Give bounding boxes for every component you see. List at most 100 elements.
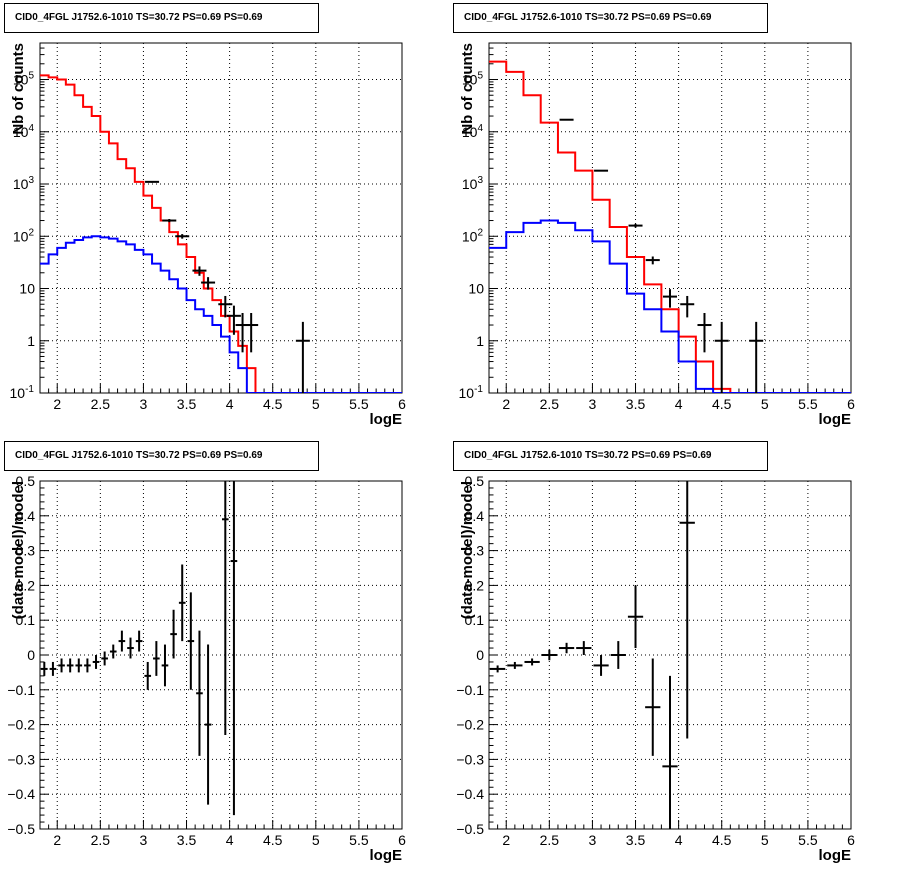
y-tick-label: 102 <box>462 227 484 244</box>
y-axis-label: (data-model)/model <box>10 481 27 619</box>
y-tick-label: 10 <box>468 281 484 297</box>
y-tick-label: 10 <box>19 281 35 297</box>
chart-title: CID0_4FGL J1752.6-1010 TS=30.72 PS=0.69 … <box>4 3 319 33</box>
panel-residual-left: CID0_4FGL J1752.6-1010 TS=30.72 PS=0.69 … <box>0 437 449 875</box>
residual-point <box>541 649 557 661</box>
y-tick-label: 0.1 <box>465 612 485 628</box>
residual-point <box>645 658 661 756</box>
data-point <box>201 277 216 290</box>
x-tick-label: 2 <box>502 832 510 848</box>
x-axis-label: logE <box>370 411 403 428</box>
x-tick-label: 4 <box>226 396 234 412</box>
data-layer <box>41 481 238 816</box>
model-histogram-line <box>40 235 402 393</box>
data-point <box>226 305 241 335</box>
y-tick-label: 104 <box>13 123 35 140</box>
x-tick-label: 4 <box>675 832 683 848</box>
data-point <box>192 266 207 276</box>
x-tick-label: 3.5 <box>626 396 646 412</box>
x-tick-label: 5 <box>312 832 320 848</box>
residual-point <box>222 481 229 736</box>
chart-title: CID0_4FGL J1752.6-1010 TS=30.72 PS=0.69 … <box>453 3 768 33</box>
x-tick-label: 2 <box>502 396 510 412</box>
grid <box>40 43 403 394</box>
x-tick-label: 6 <box>398 832 406 848</box>
panel-counts-left: CID0_4FGL J1752.6-1010 TS=30.72 PS=0.69 … <box>0 0 449 437</box>
chart-title: CID0_4FGL J1752.6-1010 TS=30.72 PS=0.69 … <box>4 441 319 471</box>
x-tick-label: 6 <box>847 832 855 848</box>
x-axis-label: logE <box>819 847 852 864</box>
residual-point <box>507 661 523 669</box>
residual-point <box>558 642 575 654</box>
data-point <box>295 321 310 393</box>
y-axis-label: Nb of counts <box>10 43 27 135</box>
plot-frame <box>488 42 852 394</box>
residual-point <box>161 644 169 687</box>
y-tick-label: 10-1 <box>10 384 35 401</box>
tick-labels: 2 2.5 3 3.5 4 4.5 5 5.5 6 10-1 1 10 102 103 104 105 <box>459 71 856 412</box>
data-point <box>218 295 233 318</box>
residual-point <box>593 655 609 676</box>
y-tick-label: −0.3 <box>456 751 484 767</box>
data-layer <box>40 74 402 393</box>
y-tick-label: −0.3 <box>7 751 35 767</box>
x-tick-label: 2.5 <box>91 396 111 412</box>
residual-point <box>230 481 238 816</box>
x-tick-label: 2.5 <box>91 832 111 848</box>
x-axis-label: logE <box>819 411 852 428</box>
residual-point <box>524 658 540 666</box>
x-tick-label: 5.5 <box>349 396 369 412</box>
chart-svg: 2 2.5 3 3.5 4 4.5 5 5.5 6 −0.5 −0.4 −0.3 −0.2 −0.1 0 0.… <box>7 473 406 864</box>
x-tick-label: 4.5 <box>263 396 283 412</box>
data-point <box>244 312 259 353</box>
x-tick-label: 5 <box>761 832 769 848</box>
residual-point <box>49 661 57 676</box>
residual-point <box>196 630 203 756</box>
y-tick-label: 0 <box>476 647 484 663</box>
x-tick-label: 4 <box>675 396 683 412</box>
x-tick-label: 4.5 <box>712 832 732 848</box>
data-point <box>628 223 643 228</box>
residual-point <box>144 661 152 690</box>
y-tick-label: −0.2 <box>456 717 484 733</box>
residual-point <box>101 651 108 666</box>
residual-point <box>84 658 91 673</box>
x-tick-label: 4.5 <box>263 832 283 848</box>
y-tick-label: 0.5 <box>16 473 36 489</box>
y-tick-label: 0.2 <box>16 577 36 593</box>
residual-point <box>187 592 195 690</box>
residual-point <box>75 658 83 673</box>
x-tick-label: 3 <box>589 396 597 412</box>
y-tick-label: 0.3 <box>16 543 36 559</box>
x-tick-label: 3 <box>140 832 148 848</box>
data-point <box>680 295 695 318</box>
data-point <box>145 180 160 183</box>
y-tick-label: −0.4 <box>456 786 484 802</box>
residual-point <box>170 609 177 659</box>
data-point <box>175 234 190 239</box>
residual-point <box>118 630 126 652</box>
residual-point <box>127 637 134 659</box>
panel-residual-right: CID0_4FGL J1752.6-1010 TS=30.72 PS=0.69 … <box>449 437 898 875</box>
y-tick-label: −0.5 <box>456 821 484 837</box>
residual-point <box>135 630 143 652</box>
x-tick-label: 4 <box>226 832 234 848</box>
data-point <box>663 289 677 308</box>
data-point <box>645 256 660 265</box>
residual-point <box>662 675 678 829</box>
x-tick-label: 5 <box>312 396 320 412</box>
x-tick-label: 3 <box>140 396 148 412</box>
residual-point <box>679 481 695 739</box>
y-tick-label: 103 <box>462 175 484 192</box>
x-tick-label: 2.5 <box>540 396 560 412</box>
x-tick-label: 3 <box>589 832 597 848</box>
x-tick-label: 2 <box>53 396 61 412</box>
chart-svg: 2 2.5 3 3.5 4 4.5 5 5.5 6 −0.5 −0.4 −0.3 −0.2 −0.1 0 0.… <box>456 473 855 864</box>
x-tick-label: 5.5 <box>349 832 369 848</box>
x-axis-label: logE <box>370 847 403 864</box>
x-tick-label: 3.5 <box>177 832 197 848</box>
y-tick-label: 103 <box>13 175 35 192</box>
model-histogram-line <box>489 219 851 393</box>
x-tick-label: 5 <box>761 396 769 412</box>
y-tick-label: −0.4 <box>7 786 35 802</box>
